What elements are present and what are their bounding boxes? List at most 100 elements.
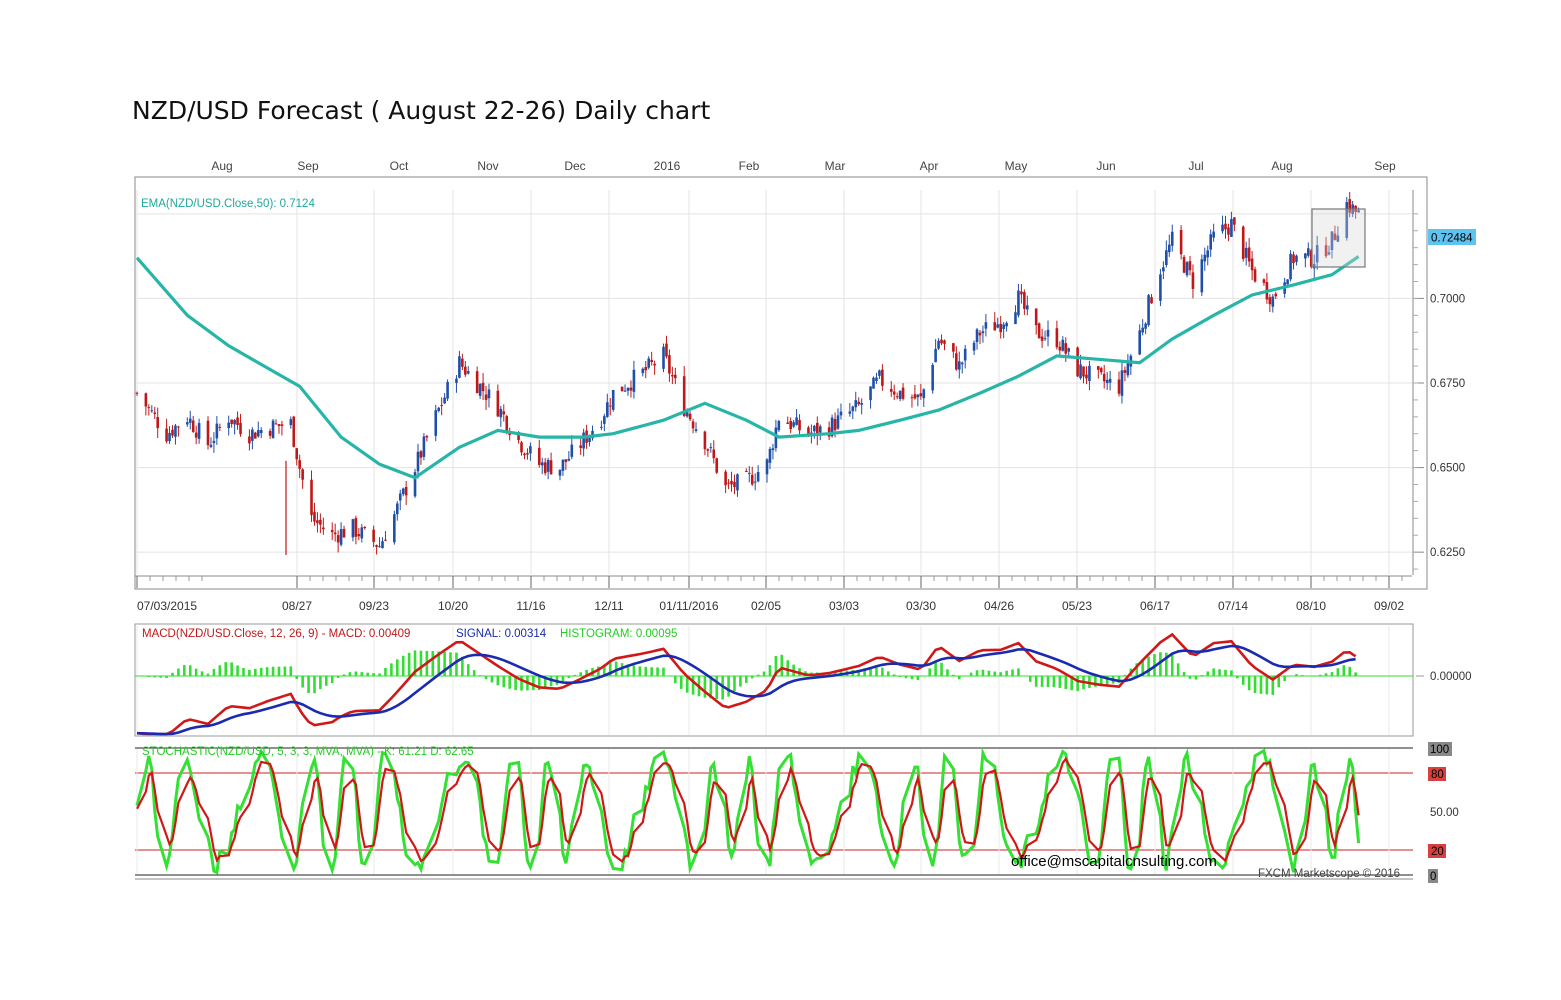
stoch-tick-0: 0 bbox=[1430, 871, 1436, 883]
candle-body bbox=[567, 458, 571, 461]
candle-body bbox=[363, 526, 367, 529]
candle-body bbox=[360, 527, 364, 539]
candle-body bbox=[274, 423, 278, 425]
candle-body bbox=[333, 532, 337, 535]
candle-body bbox=[668, 355, 671, 374]
histogram-bar bbox=[579, 672, 582, 676]
top-month-label: Feb bbox=[739, 159, 760, 173]
candle-body bbox=[1023, 292, 1026, 309]
histogram-bar bbox=[277, 666, 281, 676]
candle-body bbox=[1099, 368, 1103, 373]
histogram-bar bbox=[384, 667, 387, 676]
candle-body bbox=[996, 324, 1000, 328]
histogram-bar bbox=[248, 670, 251, 676]
histogram-bar bbox=[1301, 675, 1304, 676]
candle-body bbox=[227, 422, 230, 429]
histogram-bar bbox=[1135, 663, 1139, 676]
candle-body bbox=[940, 339, 943, 344]
date-label: 07/14 bbox=[1218, 599, 1248, 613]
candle-body bbox=[194, 432, 198, 438]
candle-body bbox=[546, 459, 550, 472]
chart-title: NZD/USD Forecast ( August 22-26) Daily c… bbox=[132, 96, 711, 125]
top-month-label: May bbox=[1005, 159, 1028, 173]
histogram-bar bbox=[892, 674, 896, 676]
histogram-bar bbox=[165, 676, 168, 678]
candle-body bbox=[434, 410, 438, 436]
histogram-bar bbox=[141, 676, 145, 677]
candle-body bbox=[1159, 274, 1162, 301]
histogram-bar bbox=[774, 655, 778, 676]
histogram-bar bbox=[1165, 652, 1168, 676]
last-price-badge bbox=[1428, 229, 1476, 245]
candle-body bbox=[1043, 338, 1047, 340]
histogram-bar bbox=[254, 668, 257, 676]
candle-body bbox=[993, 322, 997, 331]
histogram-bar bbox=[301, 676, 304, 688]
candle-body bbox=[1082, 366, 1085, 377]
macd-panel-frame bbox=[134, 623, 1414, 737]
date-axis: 07/03/2015 08/27 09/23 10/20 11/16 12/11 01/11… bbox=[136, 576, 1404, 613]
candle-body bbox=[209, 444, 213, 447]
candle-body bbox=[860, 403, 863, 405]
histogram-bar bbox=[532, 676, 535, 691]
date-label: 08/27 bbox=[282, 599, 312, 613]
candle-body bbox=[733, 481, 736, 488]
candle-body bbox=[898, 390, 902, 400]
histogram-bar bbox=[638, 666, 642, 676]
candle-body bbox=[1162, 267, 1165, 272]
histogram-bar bbox=[466, 664, 470, 676]
y-tick-label: 0.6500 bbox=[1430, 463, 1465, 475]
candle-body bbox=[215, 423, 219, 439]
candle-body bbox=[558, 469, 562, 476]
candle-body bbox=[957, 361, 961, 370]
histogram-bar bbox=[1236, 676, 1239, 679]
histogram-bar bbox=[975, 670, 979, 676]
candle-body bbox=[600, 426, 603, 428]
histogram-bar bbox=[283, 666, 287, 676]
histogram-bar bbox=[490, 676, 494, 683]
candle-body bbox=[357, 534, 361, 537]
histogram-bar bbox=[1105, 676, 1109, 685]
candle-body bbox=[1253, 269, 1257, 282]
candle-body bbox=[144, 393, 148, 407]
candle-body bbox=[736, 474, 739, 491]
candle-body bbox=[393, 514, 396, 543]
top-month-label: Apr bbox=[920, 159, 939, 173]
candle-body bbox=[301, 469, 304, 480]
macd-zero-tick-label: 0.00000 bbox=[1430, 671, 1472, 683]
candle-body bbox=[611, 390, 615, 410]
histogram-bar bbox=[614, 661, 618, 676]
candle-body bbox=[724, 471, 727, 486]
candle-body bbox=[937, 340, 940, 349]
ema-line bbox=[135, 255, 1360, 480]
candle-body bbox=[1307, 248, 1310, 256]
candle-body bbox=[1002, 324, 1005, 330]
candle-body bbox=[608, 405, 612, 407]
histogram-bar bbox=[869, 667, 872, 676]
histogram-bar bbox=[1123, 674, 1127, 676]
y-tick-label: 0.6750 bbox=[1430, 378, 1465, 390]
histogram-bar bbox=[1070, 676, 1073, 691]
candle-body bbox=[310, 479, 313, 516]
candle-body bbox=[955, 353, 958, 370]
candle-body bbox=[878, 370, 881, 376]
main-panel-grid bbox=[136, 190, 1412, 574]
histogram-bar bbox=[543, 676, 547, 688]
candle-body bbox=[395, 503, 399, 515]
candle-body bbox=[999, 323, 1002, 333]
candle-body bbox=[1289, 253, 1292, 280]
candle-body bbox=[916, 394, 920, 398]
candle-body bbox=[1247, 247, 1251, 262]
candle-body bbox=[466, 371, 470, 374]
candle-body bbox=[629, 387, 633, 391]
candle-body bbox=[703, 431, 707, 450]
date-label: 02/05 bbox=[751, 599, 781, 613]
stoch-tick-80-badge bbox=[1428, 767, 1446, 781]
candle-body bbox=[1040, 336, 1044, 341]
candlestick-series bbox=[135, 191, 1360, 555]
histogram-bar bbox=[1099, 676, 1103, 686]
candle-body bbox=[1147, 295, 1150, 326]
histogram-bar bbox=[295, 676, 299, 679]
histogram-bar bbox=[727, 676, 730, 697]
candle-body bbox=[1206, 250, 1210, 258]
